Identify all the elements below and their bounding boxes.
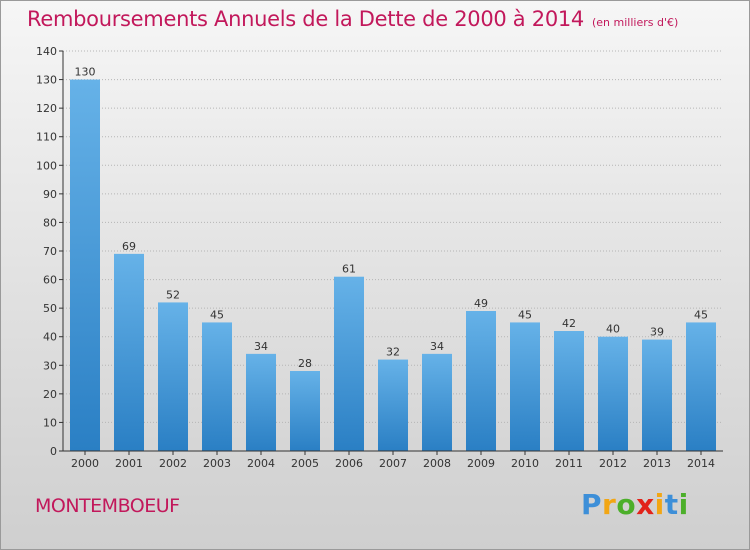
bar: [114, 253, 144, 451]
x-tick-label: 2000: [71, 457, 99, 470]
y-tick-label: 90: [43, 188, 57, 201]
bar: [290, 371, 320, 451]
data-label: 39: [650, 326, 664, 339]
y-tick-label: 100: [36, 159, 57, 172]
y-tick-label: 40: [43, 331, 57, 344]
bar: [686, 322, 716, 451]
x-tick-label: 2007: [379, 457, 407, 470]
bar: [158, 302, 188, 451]
data-label: 52: [166, 288, 180, 301]
bar: [554, 331, 584, 451]
data-label: 32: [386, 346, 400, 359]
bar: [378, 359, 408, 451]
axes: 0 10 20 30 40 50 60 70 80 90 100 110 120 130 140 2000 20…: [36, 45, 723, 470]
bar: [246, 353, 276, 451]
bar: [466, 311, 496, 451]
bars: 130 69 52 45 34 28 61 32 34 49 45 42 40 39 45: [70, 66, 716, 452]
bar: [202, 322, 232, 451]
x-tick-label: 2006: [335, 457, 363, 470]
bar: [70, 79, 100, 452]
bar: [598, 336, 628, 451]
logo-letter: o: [616, 488, 637, 521]
data-label: 40: [606, 323, 620, 336]
y-tick-label: 120: [36, 102, 57, 115]
y-tick-label: 30: [43, 359, 57, 372]
y-tick-label: 20: [43, 388, 57, 401]
data-label: 130: [75, 66, 96, 79]
chart-subtitle: (en milliers d'€): [592, 16, 679, 29]
data-label: 45: [694, 308, 708, 321]
bar: [334, 276, 364, 451]
x-tick-label: 2003: [203, 457, 231, 470]
x-tick-label: 2005: [291, 457, 319, 470]
data-label: 28: [298, 357, 312, 370]
logo-letter: x: [636, 488, 655, 521]
x-tick-label: 2004: [247, 457, 275, 470]
data-label: 42: [562, 317, 576, 330]
data-label: 61: [342, 263, 356, 276]
y-tick-label: 80: [43, 216, 57, 229]
y-tick-label: 50: [43, 302, 57, 315]
bar: [422, 353, 452, 451]
data-label: 45: [210, 308, 224, 321]
proxiti-logo: Proxiti: [581, 488, 689, 521]
x-tick-label: 2002: [159, 457, 187, 470]
y-tick-label: 60: [43, 274, 57, 287]
logo-letter: t: [664, 488, 679, 521]
x-tick-label: 2008: [423, 457, 451, 470]
y-tick-label: 10: [43, 416, 57, 429]
y-tick-label: 110: [36, 131, 57, 144]
x-tick-label: 2011: [555, 457, 583, 470]
data-label: 45: [518, 308, 532, 321]
data-label: 34: [430, 340, 444, 353]
x-tick-label: 2001: [115, 457, 143, 470]
logo-letter: r: [602, 488, 617, 521]
bar: [642, 339, 672, 451]
data-label: 34: [254, 340, 268, 353]
x-tick-label: 2013: [643, 457, 671, 470]
chart-title: Remboursements Annuels de la Dette de 20…: [27, 7, 678, 31]
x-tick-label: 2010: [511, 457, 539, 470]
x-tick-label: 2012: [599, 457, 627, 470]
y-tick-label: 140: [36, 45, 57, 58]
chart-title-text: Remboursements Annuels de la Dette de 20…: [27, 7, 584, 31]
logo-letter: i: [678, 488, 689, 521]
data-label: 69: [122, 240, 136, 253]
place-name: MONTEMBOEUF: [35, 495, 180, 517]
y-tick-label: 0: [50, 445, 57, 458]
x-tick-label: 2014: [687, 457, 715, 470]
logo-letter: i: [654, 488, 665, 521]
data-label: 49: [474, 297, 488, 310]
y-tick-label: 70: [43, 245, 57, 258]
logo-letter: P: [581, 488, 603, 521]
x-tick-label: 2009: [467, 457, 495, 470]
bar: [510, 322, 540, 451]
y-tick-label: 130: [36, 74, 57, 87]
